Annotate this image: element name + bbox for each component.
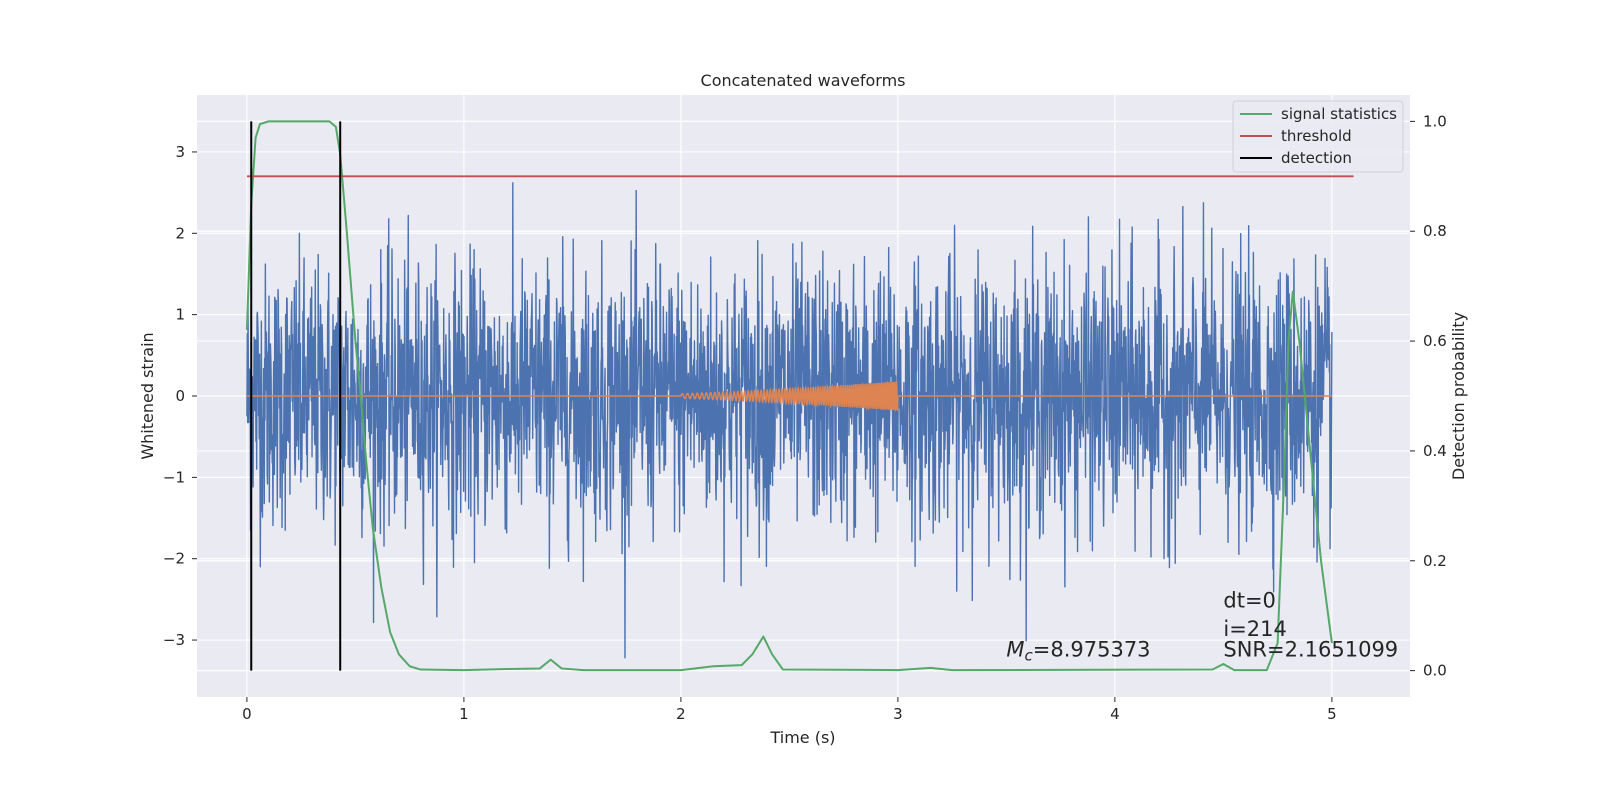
- y-right-tick-label: 0.6: [1423, 332, 1447, 350]
- y-right-tick-label: 0.2: [1423, 552, 1447, 570]
- template-waveform-series: [246, 380, 1332, 412]
- snr-annotation: SNR=2.1651099: [1223, 637, 1398, 661]
- y-tick-label: −3: [163, 631, 185, 649]
- legend: signal statistics threshold detection: [1232, 100, 1404, 173]
- x-tick-label: 5: [1327, 705, 1337, 723]
- legend-label-signal-statistics: signal statistics: [1281, 105, 1397, 123]
- x-tick-label: 1: [459, 705, 469, 723]
- y-tick-label: 1: [175, 306, 185, 324]
- chirp-mass-value: =8.975373: [1033, 637, 1151, 661]
- x-tick-label: 4: [1110, 705, 1120, 723]
- y-axis-label: Whitened strain: [138, 332, 157, 459]
- y-right-tick-label: 1.0: [1423, 112, 1447, 130]
- y-tick-label: −1: [163, 468, 185, 486]
- x-axis-ticks: 0 1 2 3 4 5: [242, 697, 1337, 723]
- x-tick-label: 2: [676, 705, 686, 723]
- chart-title: Concatenated waveforms: [701, 71, 906, 90]
- chirp-mass-annotation: Mc=8.975373: [1006, 637, 1150, 664]
- y-right-axis-ticks: 1.0 0.8 0.6 0.4 0.2 0.0: [1410, 112, 1447, 680]
- y-tick-label: 0: [175, 387, 185, 405]
- y-right-tick-label: 0.0: [1423, 662, 1447, 680]
- chirp-mass-symbol: M: [1006, 637, 1024, 661]
- chirp-mass-subscript: c: [1025, 646, 1034, 664]
- y-tick-label: 2: [175, 224, 185, 242]
- strain-series: [246, 182, 1333, 659]
- y-axis-ticks: 3 2 1 0 −1 −2 −3: [163, 143, 197, 649]
- y-right-axis-label: Detection probability: [1449, 312, 1468, 480]
- signal-statistics-series: [245, 120, 1333, 672]
- y-tick-label: −2: [163, 550, 185, 568]
- legend-box: [1232, 100, 1404, 173]
- strain-line: [246, 182, 1333, 659]
- detection-series: [250, 121, 342, 671]
- index-annotation: i=214: [1223, 617, 1287, 641]
- x-tick-label: 3: [893, 705, 903, 723]
- signal-statistics-line: [245, 120, 1333, 672]
- legend-label-threshold: threshold: [1281, 127, 1352, 145]
- x-axis-label: Time (s): [769, 728, 835, 747]
- legend-label-detection: detection: [1281, 149, 1352, 167]
- template-line: [246, 380, 1332, 412]
- y-right-tick-label: 0.8: [1423, 222, 1447, 240]
- x-tick-label: 0: [242, 705, 252, 723]
- y-right-tick-label: 0.4: [1423, 442, 1447, 460]
- y-tick-label: 3: [175, 143, 185, 161]
- dt-annotation: dt=0: [1223, 589, 1276, 613]
